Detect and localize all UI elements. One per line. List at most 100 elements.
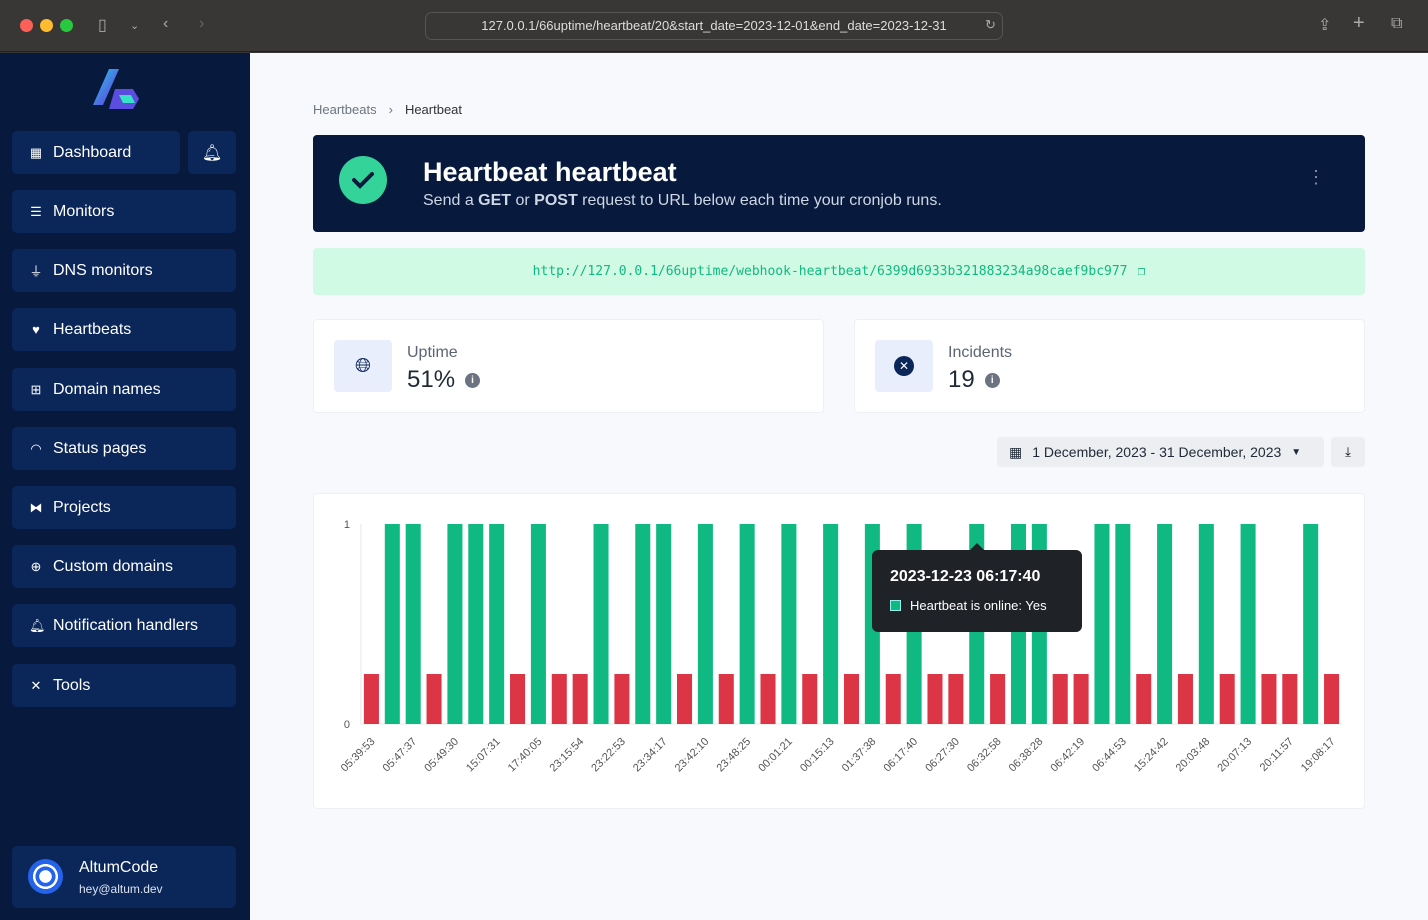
more-options-icon[interactable]: ⋮ xyxy=(1307,167,1325,187)
back-icon[interactable]: ‹ xyxy=(163,15,169,32)
x-tick-label: 06:17:40 xyxy=(881,736,920,775)
breadcrumb: Heartbeats › Heartbeat xyxy=(313,102,462,117)
download-button[interactable]: ⤓ xyxy=(1331,437,1365,467)
project-diagram-icon: ⧓ xyxy=(29,499,43,515)
chart-bar xyxy=(927,674,943,724)
forward-icon[interactable]: › xyxy=(199,15,205,32)
calendar-icon: ▦ xyxy=(1009,443,1023,460)
globe-icon: ⊕ xyxy=(30,558,42,574)
close-window-button[interactable] xyxy=(20,19,33,32)
chart-bar xyxy=(363,674,379,724)
x-tick-label: 23:34:17 xyxy=(631,736,670,775)
incidents-value: 19 xyxy=(948,366,975,393)
x-tick-label: 05:47:37 xyxy=(381,736,420,775)
tabs-overview-icon[interactable]: ⧉ xyxy=(1391,15,1403,32)
x-tick-label: 15:24:42 xyxy=(1132,736,1171,775)
info-icon[interactable]: i xyxy=(465,372,481,388)
x-tick-label: 23:15:54 xyxy=(548,736,587,775)
page-title: Heartbeat heartbeat xyxy=(423,157,677,187)
chart-bar xyxy=(635,524,651,724)
x-tick-label: 01:37:38 xyxy=(840,736,879,775)
sidebar-item-custom-domains[interactable]: ⊕ Custom domains xyxy=(12,545,236,588)
chart-bar xyxy=(593,524,609,724)
x-tick-label: 23:48:25 xyxy=(714,736,753,775)
chart-bar xyxy=(697,524,713,724)
x-tick-label: 23:42:10 xyxy=(673,736,712,775)
heart-pulse-icon: ♥ xyxy=(32,322,40,337)
y-tick-label: 1 xyxy=(344,519,350,531)
x-tick-label: 06:27:30 xyxy=(923,736,962,775)
caret-down-icon: ▼ xyxy=(1291,446,1302,458)
chart-bar xyxy=(760,674,776,724)
chart-bar xyxy=(489,524,505,724)
bell-icon: 🔔︎ xyxy=(29,617,46,633)
sidebar-item-notification-handlers[interactable]: 🔔︎ Notification handlers xyxy=(12,604,236,647)
main-content: Heartbeats › Heartbeat Heartbeat heartbe… xyxy=(250,53,1428,920)
wifi-icon: ◠ xyxy=(30,440,42,456)
x-tick-label: 06:38:28 xyxy=(1007,736,1046,775)
breadcrumb-heartbeats-link[interactable]: Heartbeats xyxy=(313,102,377,117)
uptime-value: 51% xyxy=(407,366,456,393)
sidebar-item-heartbeats[interactable]: ♥ Heartbeats xyxy=(12,308,236,351)
chart-bar xyxy=(1324,674,1340,724)
sidebar-toggle-icon[interactable]: ▯ xyxy=(98,17,107,34)
plug-icon: ⏚ xyxy=(29,264,43,279)
webhook-url-box: http://127.0.0.1/66uptime/webhook-heartb… xyxy=(313,248,1365,295)
x-tick-label: 20:11:57 xyxy=(1258,736,1296,774)
new-tab-icon[interactable]: + xyxy=(1353,12,1365,34)
user-menu[interactable]: AltumCode hey@altum.dev xyxy=(12,846,236,908)
x-tick-label: 00:15:13 xyxy=(798,736,837,775)
chart-bar xyxy=(384,524,400,724)
x-tick-label: 17:40:05 xyxy=(506,736,545,775)
chart-bar xyxy=(1198,524,1214,724)
reload-icon[interactable]: ↻ xyxy=(985,17,996,32)
copy-icon[interactable]: ❐ xyxy=(1137,264,1146,279)
chart-bar xyxy=(1073,674,1089,724)
chart-bar xyxy=(948,674,964,724)
heartbeat-chart: 1 0 05:39:53 05:47:37 05:49:30 15:07:31 17:40:… xyxy=(339,519,1342,775)
date-range-picker[interactable]: ▦ 1 December, 2023 - 31 December, 2023 ▼ xyxy=(997,437,1324,467)
app-logo[interactable] xyxy=(93,69,139,111)
globe-icon: 🌐︎ xyxy=(334,340,392,392)
maximize-window-button[interactable] xyxy=(60,19,73,32)
sidebar-item-monitors[interactable]: ☰ Monitors xyxy=(12,190,236,233)
legend-swatch xyxy=(890,600,901,611)
address-bar[interactable]: 127.0.0.1/66uptime/heartbeat/20&start_da… xyxy=(425,12,1003,40)
sidebar-item-dns-monitors[interactable]: ⏚ DNS monitors xyxy=(12,249,236,292)
uptime-card: 🌐︎ Uptime 51% i xyxy=(313,319,824,413)
x-tick-label: 20:07:13 xyxy=(1215,736,1254,775)
chevron-right-icon: › xyxy=(388,102,393,117)
chart-bar xyxy=(468,524,484,724)
sidebar-item-tools[interactable]: ✕ Tools xyxy=(12,664,236,707)
check-circle-icon xyxy=(339,156,387,204)
chart-bar xyxy=(572,674,588,724)
info-icon[interactable]: i xyxy=(984,372,1000,388)
chart-bar xyxy=(530,524,546,724)
sidebar-item-domain-names[interactable]: ⊞ Domain names xyxy=(12,368,236,411)
chevron-down-icon[interactable]: ⌄ xyxy=(130,20,140,32)
sidebar-item-dashboard[interactable]: ▦ Dashboard xyxy=(12,131,180,174)
share-icon[interactable]: ⇪ xyxy=(1318,17,1332,34)
user-email: hey@altum.dev xyxy=(79,882,163,896)
incidents-label: Incidents xyxy=(948,344,1013,361)
heartbeat-chart-card: 1 0 05:39:53 05:47:37 05:49:30 15:07:31 17:40:… xyxy=(313,493,1365,809)
sidebar-item-status-pages[interactable]: ◠ Status pages xyxy=(12,427,236,470)
minimize-window-button[interactable] xyxy=(40,19,53,32)
x-tick-label: 15:07:31 xyxy=(464,736,503,775)
x-tick-label: 00:01:21 xyxy=(756,736,795,775)
chart-bar xyxy=(551,674,567,724)
chart-bar xyxy=(656,524,672,724)
incidents-card: ✕ Incidents 19 i xyxy=(854,319,1365,413)
tools-icon: ✕ xyxy=(30,677,42,693)
x-tick-label: 06:42:19 xyxy=(1048,736,1087,775)
chart-bar xyxy=(614,674,630,724)
bell-icon: 🔔︎ xyxy=(201,144,223,162)
chart-bar xyxy=(1136,674,1152,724)
chart-bar xyxy=(781,524,797,724)
notifications-button[interactable]: 🔔︎ xyxy=(188,131,236,174)
chart-bar xyxy=(739,524,755,724)
sidebar-item-projects[interactable]: ⧓ Projects xyxy=(12,486,236,529)
chart-bar xyxy=(677,674,693,724)
x-tick-label: 19:08:17 xyxy=(1299,736,1338,775)
webhook-url[interactable]: http://127.0.0.1/66uptime/webhook-heartb… xyxy=(532,264,1128,279)
